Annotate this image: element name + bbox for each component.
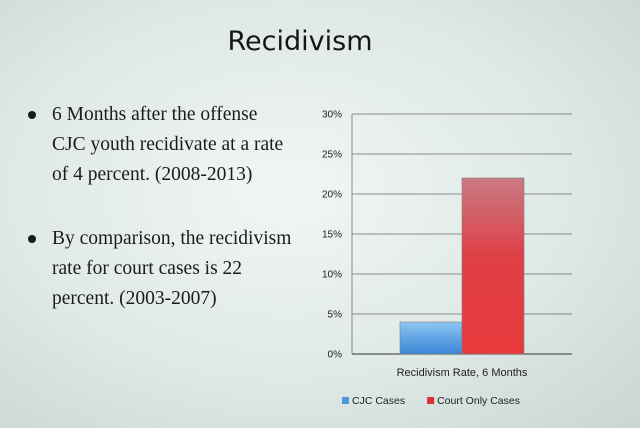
legend-label: CJC Cases — [352, 395, 405, 407]
bar-layer — [399, 177, 525, 355]
x-category-label: Recidivism Rate, 6 Months — [397, 367, 528, 379]
bullet-item-court: By comparison, the recidivism rate for c… — [22, 224, 292, 314]
bullet-text-court: By comparison, the recidivism rate for c… — [52, 228, 292, 309]
slide-title: Recidivism — [227, 26, 373, 57]
y-tick-label: 15% — [322, 230, 342, 241]
y-tick-label: 20% — [322, 190, 342, 201]
y-tick-label: 0% — [328, 350, 343, 361]
bullet-dot-icon — [28, 235, 36, 243]
label-layer: 0% 5% 10% 15% 20% 25% 30% Recidivism Rate, 6 Mo… — [322, 110, 528, 408]
bar-court-only-cases — [461, 177, 525, 355]
y-tick-label: 30% — [322, 110, 342, 121]
bullet-item-cjc: 6 Months after the offense CJC youth rec… — [22, 100, 292, 190]
recidivism-bar-chart: 0% 5% 10% 15% 20% 25% 30% Recidivism Rate, 6 Mo… — [322, 110, 572, 408]
y-tick-label: 25% — [322, 150, 342, 161]
bullet-dot-icon — [28, 111, 36, 119]
bullet-text-cjc: 6 Months after the offense CJC youth rec… — [52, 104, 284, 185]
legend-label: Court Only Cases — [437, 395, 520, 407]
bar-cjc-cases — [399, 321, 463, 355]
y-tick-label: 5% — [328, 310, 343, 321]
bullet-list: 6 Months after the offense CJC youth rec… — [22, 100, 292, 314]
legend-swatch — [427, 397, 435, 404]
legend-swatch — [342, 397, 349, 404]
y-tick-label: 10% — [322, 270, 342, 281]
